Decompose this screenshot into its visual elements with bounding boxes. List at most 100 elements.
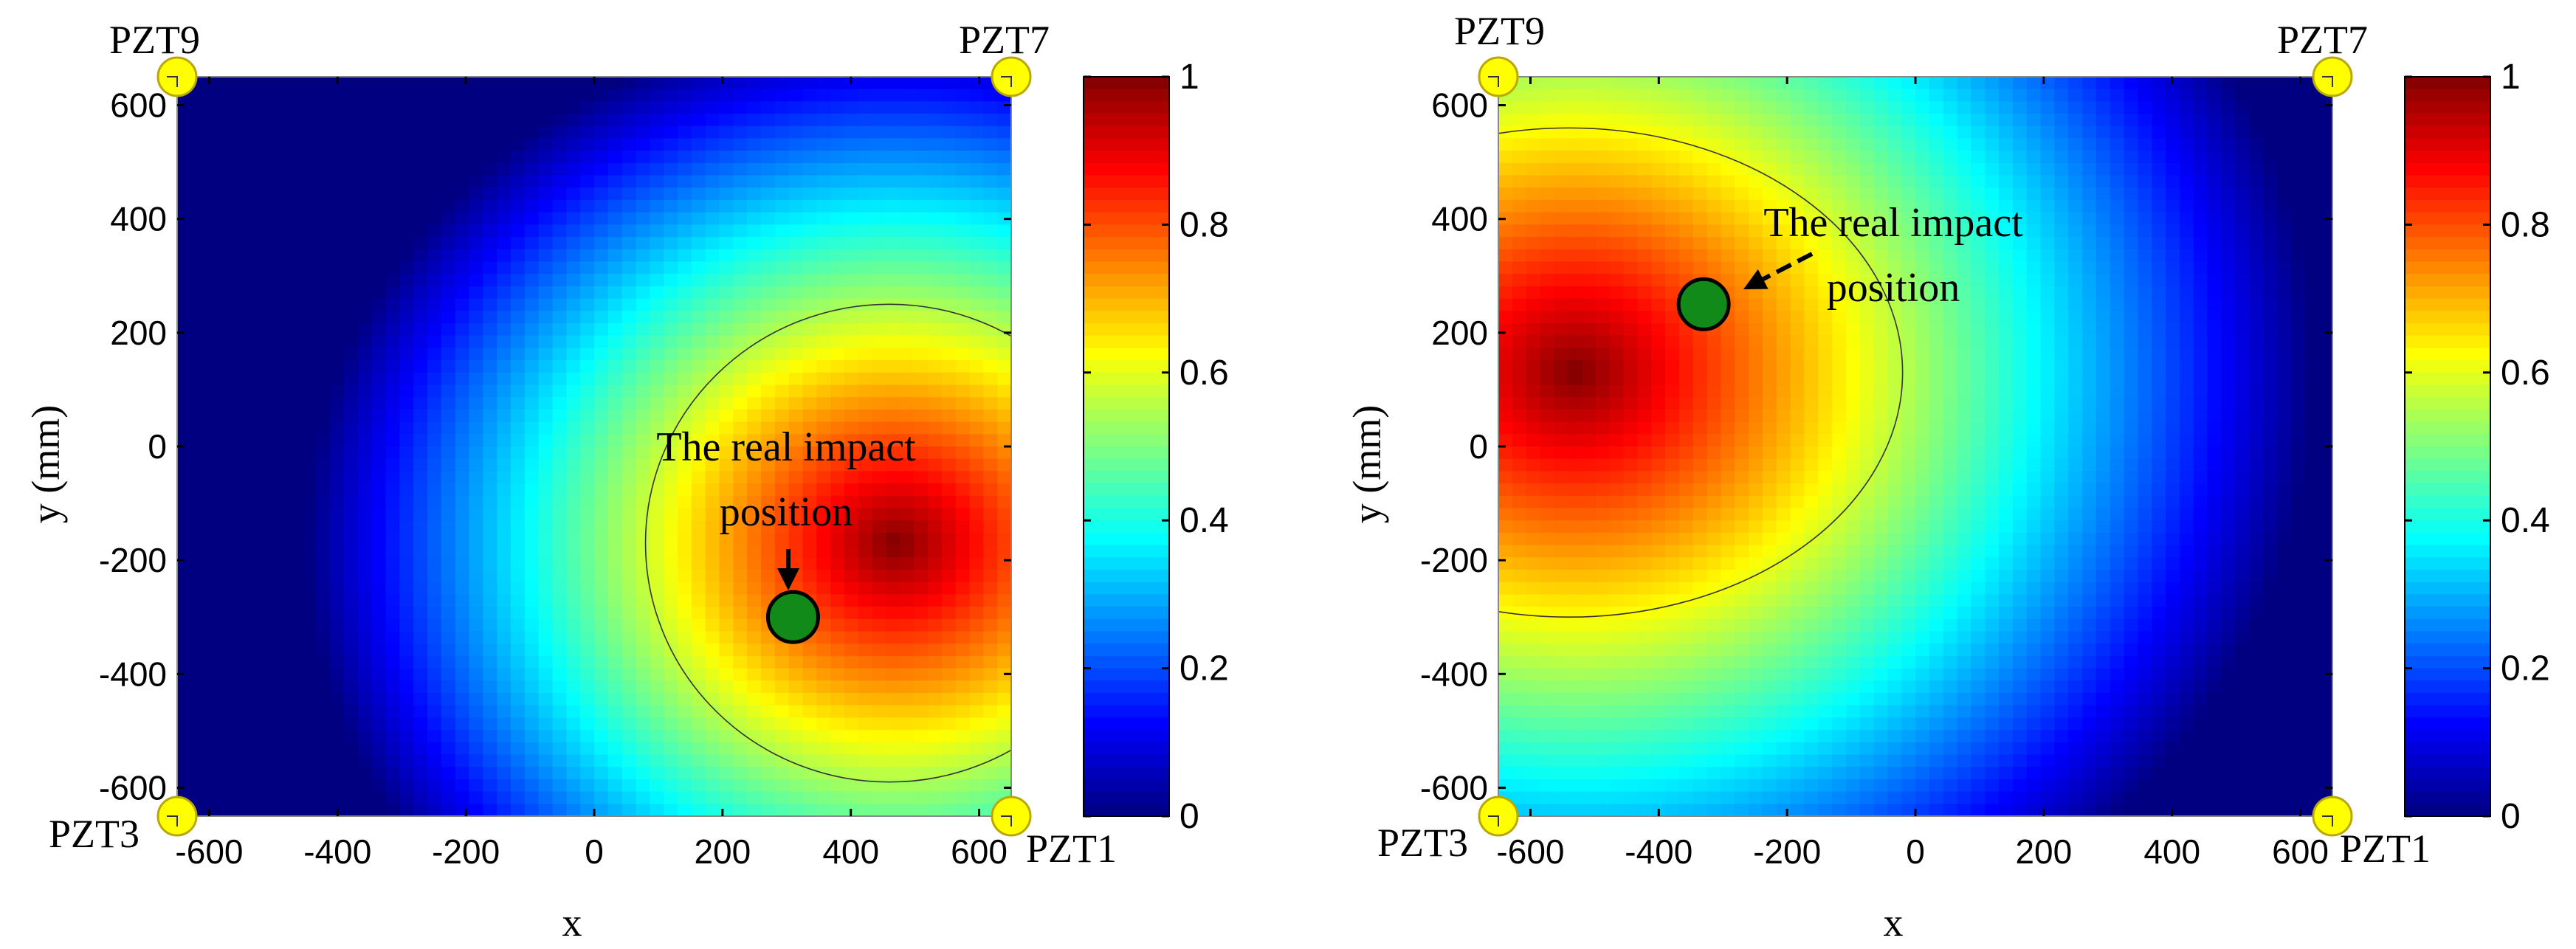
heatmap-cell bbox=[497, 508, 512, 521]
heatmap-cell bbox=[1498, 286, 1513, 300]
heatmap-cell bbox=[914, 680, 929, 694]
heatmap-cell bbox=[371, 680, 387, 694]
heatmap-cell bbox=[1692, 175, 1708, 188]
heatmap-cell bbox=[774, 705, 790, 719]
heatmap-cell bbox=[1554, 151, 1568, 164]
heatmap-cell bbox=[1568, 187, 1583, 201]
heatmap-cell bbox=[552, 323, 568, 337]
heatmap-cell bbox=[357, 237, 373, 250]
heatmap-cell bbox=[288, 791, 303, 804]
heatmap-cell bbox=[204, 742, 220, 756]
heatmap-cell bbox=[816, 323, 831, 337]
heatmap-cell bbox=[621, 397, 637, 410]
heatmap-cell bbox=[802, 434, 818, 447]
heatmap-cell bbox=[316, 151, 331, 164]
heatmap-cell bbox=[218, 680, 234, 694]
heatmap-cell bbox=[441, 237, 456, 250]
heatmap-cell bbox=[580, 655, 595, 669]
heatmap-cell bbox=[2068, 175, 2083, 188]
heatmap-cell bbox=[788, 77, 804, 90]
colorbar-segment bbox=[1084, 655, 1169, 669]
heatmap-cell bbox=[247, 101, 261, 114]
heatmap-cell bbox=[1901, 114, 1916, 127]
heatmap-cell bbox=[441, 187, 456, 201]
heatmap-cell bbox=[1678, 224, 1694, 238]
heatmap-cell bbox=[1845, 125, 1861, 139]
heatmap-cell bbox=[344, 421, 359, 435]
heatmap-cell bbox=[483, 545, 497, 558]
heatmap-cell bbox=[399, 274, 414, 287]
heatmap-cell bbox=[2207, 151, 2222, 164]
heatmap-cell bbox=[1498, 249, 1513, 263]
heatmap-cell bbox=[538, 151, 554, 164]
heatmap-cell bbox=[399, 532, 414, 546]
heatmap-cell bbox=[802, 298, 818, 311]
heatmap-cell bbox=[1540, 224, 1555, 238]
heatmap-cell bbox=[302, 471, 317, 484]
heatmap-cell bbox=[2221, 77, 2236, 90]
heatmap-cell bbox=[1929, 311, 1944, 324]
x-tick-label: 400 bbox=[822, 832, 879, 871]
heatmap-cell bbox=[441, 77, 456, 90]
heatmap-cell bbox=[941, 286, 957, 300]
heatmap-cell bbox=[233, 237, 247, 250]
heatmap-cell bbox=[455, 532, 470, 546]
heatmap-cell bbox=[1957, 138, 1972, 151]
heatmap-cell bbox=[1707, 101, 1722, 114]
heatmap-cell bbox=[955, 495, 971, 509]
heatmap-cell bbox=[580, 643, 595, 657]
heatmap-cell bbox=[483, 631, 497, 644]
heatmap-cell bbox=[261, 717, 275, 731]
heatmap-cell bbox=[1637, 212, 1652, 226]
heatmap-cell bbox=[719, 557, 734, 570]
heatmap-cell bbox=[566, 643, 581, 657]
heatmap-cell bbox=[941, 495, 957, 509]
heatmap-cell bbox=[678, 274, 692, 287]
heatmap-cell bbox=[497, 717, 512, 731]
heatmap-cell bbox=[1554, 311, 1568, 324]
heatmap-cell bbox=[511, 446, 526, 460]
heatmap-cell bbox=[650, 298, 664, 311]
heatmap-cell bbox=[469, 742, 484, 756]
heatmap-cell bbox=[288, 286, 303, 300]
heatmap-cell bbox=[233, 545, 247, 558]
heatmap-cell bbox=[2082, 261, 2097, 275]
heatmap-cell bbox=[330, 532, 345, 546]
heatmap-cell bbox=[1985, 187, 2000, 201]
heatmap-cell bbox=[2221, 274, 2236, 287]
heatmap-cell bbox=[2152, 175, 2166, 188]
heatmap-cell bbox=[274, 89, 289, 103]
heatmap-cell bbox=[621, 409, 637, 423]
heatmap-cell bbox=[2124, 151, 2139, 164]
heatmap-cell bbox=[302, 545, 317, 558]
heatmap-cell bbox=[261, 471, 275, 484]
heatmap-cell bbox=[691, 717, 706, 731]
heatmap-cell bbox=[2152, 274, 2166, 287]
heatmap-cell bbox=[886, 446, 901, 460]
heatmap-cell bbox=[497, 582, 512, 596]
heatmap-cell bbox=[330, 458, 345, 472]
heatmap-cell bbox=[858, 532, 873, 546]
heatmap-cell bbox=[580, 520, 595, 534]
heatmap-cell bbox=[830, 409, 845, 423]
heatmap-cell bbox=[2026, 274, 2042, 287]
heatmap-cell bbox=[858, 779, 873, 793]
heatmap-cell bbox=[705, 643, 720, 657]
heatmap-cell bbox=[621, 545, 637, 558]
heatmap-cell bbox=[316, 286, 331, 300]
heatmap-cell bbox=[1623, 162, 1639, 176]
heatmap-cell bbox=[969, 471, 985, 484]
heatmap-cell bbox=[1749, 77, 1763, 90]
x-tick-label: 0 bbox=[585, 832, 604, 871]
colorbar-tick-label: 0.2 bbox=[1179, 649, 1229, 689]
heatmap-cell bbox=[872, 360, 887, 373]
heatmap-cell bbox=[218, 237, 234, 250]
heatmap-cell bbox=[399, 212, 414, 226]
heatmap-cell bbox=[580, 570, 595, 583]
heatmap-cell bbox=[607, 495, 623, 509]
heatmap-cell bbox=[1749, 323, 1763, 337]
heatmap-cell bbox=[2221, 187, 2236, 201]
heatmap-cell bbox=[788, 409, 804, 423]
heatmap-cell bbox=[1943, 212, 1958, 226]
heatmap-cell bbox=[1582, 261, 1597, 275]
